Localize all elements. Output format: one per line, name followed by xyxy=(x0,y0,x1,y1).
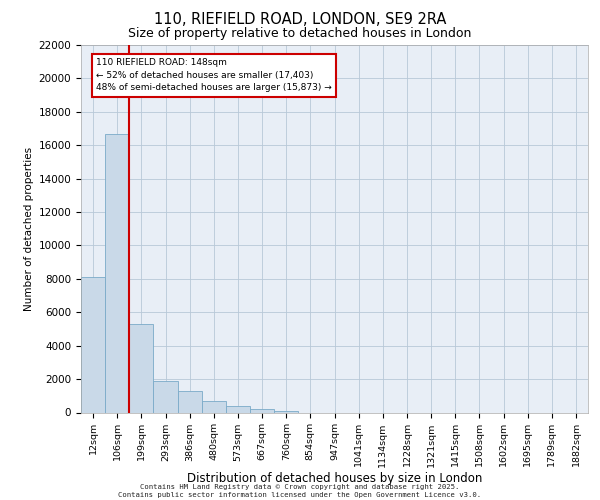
Y-axis label: Number of detached properties: Number of detached properties xyxy=(25,146,34,311)
Text: Size of property relative to detached houses in London: Size of property relative to detached ho… xyxy=(128,28,472,40)
Bar xyxy=(202,401,226,412)
Text: 110 RIEFIELD ROAD: 148sqm
← 52% of detached houses are smaller (17,403)
48% of s: 110 RIEFIELD ROAD: 148sqm ← 52% of detac… xyxy=(96,58,332,92)
Bar xyxy=(81,277,105,412)
Bar xyxy=(250,409,274,412)
Bar xyxy=(274,411,298,412)
Bar xyxy=(154,381,178,412)
Text: Contains HM Land Registry data © Crown copyright and database right 2025.
Contai: Contains HM Land Registry data © Crown c… xyxy=(118,484,482,498)
Bar xyxy=(105,134,129,412)
Text: 110, RIEFIELD ROAD, LONDON, SE9 2RA: 110, RIEFIELD ROAD, LONDON, SE9 2RA xyxy=(154,12,446,28)
Bar xyxy=(226,406,250,412)
X-axis label: Distribution of detached houses by size in London: Distribution of detached houses by size … xyxy=(187,472,482,485)
Bar xyxy=(178,391,202,412)
Bar xyxy=(129,324,154,412)
